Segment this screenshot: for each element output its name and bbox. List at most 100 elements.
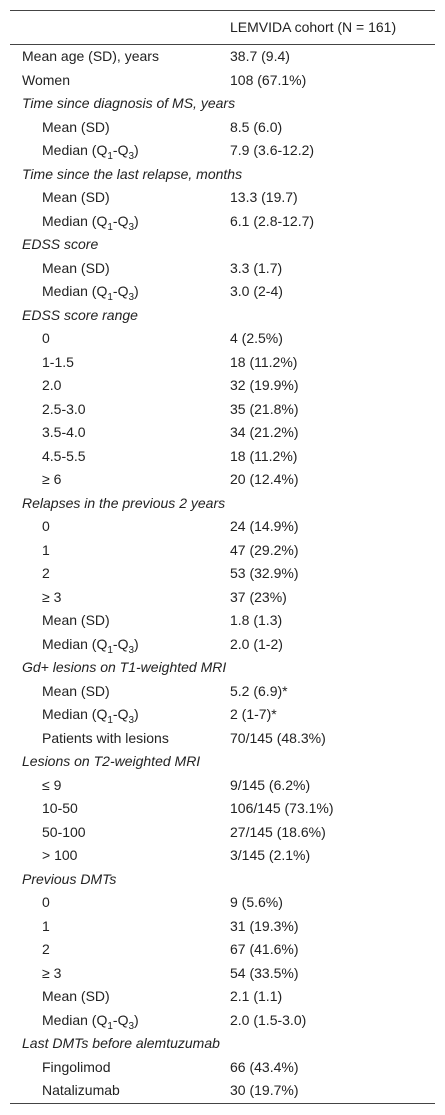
row-label: Fingolimod — [42, 1058, 111, 1075]
table-row: 3.5-4.0 34 (21.2%) — [10, 421, 435, 445]
section-row: Time since diagnosis of MS, years — [10, 92, 435, 116]
row-value: 6.1 (2.8-12.7) — [230, 212, 315, 229]
section-title: EDSS score — [22, 236, 99, 252]
label-part: Median (Q — [42, 142, 108, 158]
label-subscript: 1 — [107, 644, 113, 656]
section-row: Lesions on T2-weighted MRI — [10, 750, 435, 774]
table-row: Median (Q1-Q3) 6.1 (2.8-12.7) — [10, 210, 435, 234]
row-value: 5.2 (6.9)* — [230, 682, 288, 699]
table-row: 1 47 (29.2%) — [10, 539, 435, 563]
row-value: 53 (32.9%) — [230, 565, 299, 581]
section-row: Relapses in the previous 2 years — [10, 492, 435, 516]
table-row: > 100 3/145 (2.1%) — [10, 844, 435, 868]
label-subscript: 3 — [128, 644, 135, 656]
label-subscript: 3 — [128, 221, 135, 233]
row-label: ≥ 3 — [42, 588, 62, 605]
row-label: Median (Q1-Q3) — [42, 280, 139, 304]
row-value: 54 (33.5%) — [230, 964, 299, 981]
row-label: ≤ 9 — [42, 776, 62, 793]
row-label: Median (Q1-Q3) — [42, 633, 139, 657]
row-label: 2.0 — [42, 377, 62, 393]
row-value: 47 (29.2%) — [230, 541, 299, 558]
table-row: 0 4 (2.5%) — [10, 327, 435, 351]
row-value: 3.3 (1.7) — [230, 259, 283, 276]
row-value: 9 (5.6%) — [230, 894, 283, 910]
section-title: Time since diagnosis of MS, years — [22, 95, 236, 111]
section-title: EDSS score range — [22, 306, 138, 323]
section-title: Relapses in the previous 2 years — [22, 494, 226, 511]
row-label: 0 — [42, 894, 50, 910]
table-row: 0 24 (14.9%) — [10, 515, 435, 539]
row-value: 13.3 (19.7) — [230, 189, 298, 205]
row-label: Natalizumab — [42, 1082, 120, 1098]
row-value: 30 (19.7%) — [230, 1082, 299, 1098]
row-label: Median (Q1-Q3) — [42, 210, 139, 234]
row-value: 35 (21.8%) — [230, 400, 299, 417]
table-row: 4.5-5.5 18 (11.2%) — [10, 445, 435, 469]
row-value: 70/145 (48.3%) — [230, 729, 326, 746]
table-row: Mean (SD) 8.5 (6.0) — [10, 116, 435, 140]
section-row: EDSS score — [10, 233, 435, 257]
header-row: LEMVIDA cohort (N = 161) — [10, 11, 435, 45]
label-part: -Q — [112, 212, 129, 229]
label-subscript: 1 — [107, 1020, 113, 1032]
label-subscript: 3 — [128, 150, 135, 162]
row-value: 18 (11.2%) — [230, 353, 298, 370]
table-row: Mean (SD) 1.8 (1.3) — [10, 609, 435, 633]
table-row: ≤ 9 9/145 (6.2%) — [10, 774, 435, 798]
row-label: 1-1.5 — [42, 353, 74, 370]
table-row: 2 67 (41.6%) — [10, 938, 435, 962]
table-row: 50-100 27/145 (18.6%) — [10, 821, 435, 845]
label-part: -Q — [112, 142, 129, 158]
row-label: ≥ 6 — [42, 471, 62, 487]
row-label: Mean (SD) — [42, 988, 110, 1004]
label-part: -Q — [112, 706, 129, 722]
table-row: ≥ 3 54 (33.5%) — [10, 962, 435, 986]
row-value: 27/145 (18.6%) — [230, 823, 326, 840]
row-value: 1.8 (1.3) — [230, 612, 283, 628]
row-value: 3/145 (2.1%) — [230, 847, 311, 863]
label-part: Median (Q — [42, 635, 108, 652]
table-row: 2.5-3.0 35 (21.8%) — [10, 398, 435, 422]
table-row: ≥ 3 37 (23%) — [10, 586, 435, 610]
row-value: 66 (43.4%) — [230, 1058, 299, 1075]
label-part: ) — [134, 706, 139, 722]
row-label: Median (Q1-Q3) — [42, 1009, 139, 1033]
table-row: Mean age (SD), years 38.7 (9.4) — [10, 45, 435, 69]
label-part: -Q — [112, 635, 129, 652]
section-row: Time since the last relapse, months — [10, 163, 435, 187]
label-part: Median (Q — [42, 706, 108, 722]
row-label: Women — [22, 71, 70, 88]
row-value: 67 (41.6%) — [230, 941, 299, 957]
label-part: Median (Q — [42, 283, 108, 299]
label-subscript: 1 — [107, 714, 113, 726]
row-value: 38.7 (9.4) — [230, 48, 290, 64]
row-value: 8.5 (6.0) — [230, 118, 283, 135]
row-value: 4 (2.5%) — [230, 330, 283, 346]
section-title: Time since the last relapse, months — [22, 165, 243, 182]
row-value: 7.9 (3.6-12.2) — [230, 142, 315, 158]
section-title: Previous DMTs — [22, 870, 117, 887]
row-label: 0 — [42, 330, 50, 346]
row-label: 2 — [42, 941, 50, 957]
row-label: Mean (SD) — [42, 612, 110, 628]
row-label: 2 — [42, 565, 50, 581]
label-part: ) — [134, 635, 139, 652]
row-value: 2 (1-7)* — [230, 706, 277, 722]
row-label: ≥ 3 — [42, 964, 62, 981]
table-row: Mean (SD) 2.1 (1.1) — [10, 985, 435, 1009]
table-row: Median (Q1-Q3) 2.0 (1-2) — [10, 633, 435, 657]
label-part: -Q — [112, 1011, 129, 1028]
label-part: ) — [134, 212, 139, 229]
row-label: 10-50 — [42, 800, 78, 816]
row-label: > 100 — [42, 847, 78, 863]
table-row: Median (Q1-Q3) 7.9 (3.6-12.2) — [10, 139, 435, 163]
table-row: 1-1.5 18 (11.2%) — [10, 351, 435, 375]
row-label: 50-100 — [42, 823, 86, 840]
row-value: 9/145 (6.2%) — [230, 776, 311, 793]
section-row: Last DMTs before alemtuzumab — [10, 1032, 435, 1056]
row-label: Patients with lesions — [42, 729, 169, 746]
table-row: Median (Q1-Q3) 2.0 (1.5-3.0) — [10, 1009, 435, 1033]
row-label: Median (Q1-Q3) — [42, 139, 139, 163]
